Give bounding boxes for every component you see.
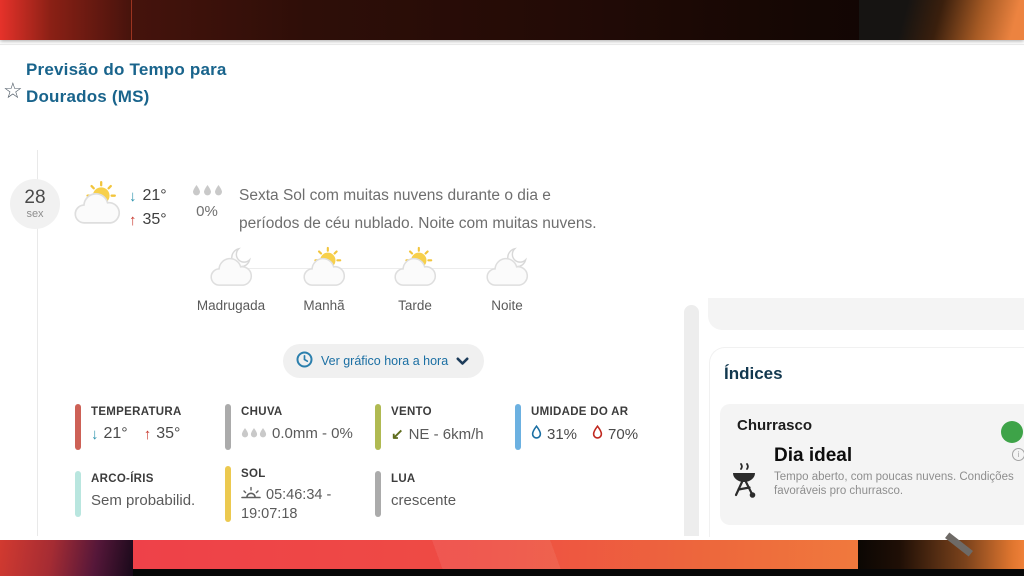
decorative-bottom-black-strip xyxy=(133,569,1024,576)
decorative-bottom-band-right xyxy=(858,540,1024,570)
divider xyxy=(0,44,1024,45)
rain-drops-icon xyxy=(188,185,226,197)
sun-cloud-icon xyxy=(71,180,123,231)
temp-min-arrow-icon: ↓ xyxy=(129,187,137,205)
temp-min-arrow-icon: ↓ xyxy=(91,425,99,443)
period-madrugada: Madrugada xyxy=(185,246,277,313)
humidity-min: 31% xyxy=(547,425,578,443)
sunrise-icon xyxy=(241,485,261,505)
humidity-max: 70% xyxy=(608,425,639,443)
temp-max-arrow-icon: ↑ xyxy=(143,425,152,443)
churrasco-title: Churrasco xyxy=(737,417,813,434)
page-title-line2: Dourados (MS) xyxy=(26,87,150,106)
humidity-max-droplet-icon xyxy=(592,424,603,443)
detail-color-bar xyxy=(225,404,231,450)
churrasco-description: Tempo aberto, com poucas nuvens. Condiçõ… xyxy=(774,470,1014,498)
moon-cloud-icon xyxy=(484,246,530,293)
detail-value: Sem probabilid. xyxy=(91,492,196,509)
decorative-top-band-right xyxy=(859,0,1024,40)
day-description: Sexta Sol com muitas nuvens durante o di… xyxy=(239,182,597,238)
indices-panel: Índices Churrasco Dia ideal i xyxy=(709,347,1024,537)
period-label: Madrugada xyxy=(196,298,266,313)
info-icon[interactable]: i xyxy=(1012,448,1024,461)
detail-label: CHUVA xyxy=(241,406,283,418)
detail-color-bar xyxy=(375,404,381,450)
sun-cloud-icon xyxy=(392,246,438,293)
churrasco-description-line2: favoráveis pro churrasco. xyxy=(774,485,904,497)
detail-label: SOL xyxy=(241,468,266,480)
day-weekday: sex xyxy=(26,208,44,220)
detail-value: 0.0mm - 0% xyxy=(272,425,353,442)
detail-temp-min: 21° xyxy=(103,425,128,442)
detail-umidade: UMIDADE DO AR 31% 70% xyxy=(515,404,638,450)
page-title: Previsão do Tempo para Dourados (MS) xyxy=(26,56,227,110)
period-noite: Noite xyxy=(461,246,553,313)
sun-times-line2: 19:07:18 xyxy=(241,506,298,522)
decorative-top-band xyxy=(0,0,1024,40)
detail-value: NE - 6km/h xyxy=(408,425,484,443)
detail-chuva: CHUVA 0.0mm - 0% xyxy=(225,404,353,450)
detail-lua: LUA crescente xyxy=(375,471,456,517)
detail-sol: SOL 05:46:34 - 19:07:18 xyxy=(225,466,331,524)
detail-color-bar xyxy=(375,471,381,517)
detail-vento: VENTO ↙ NE - 6km/h xyxy=(375,404,484,450)
clock-icon xyxy=(296,351,313,371)
rain-drops-icon xyxy=(241,428,267,439)
detail-temp-max: 35° xyxy=(156,425,181,442)
detail-label: TEMPERATURA xyxy=(91,406,182,418)
page-title-line1: Previsão do Tempo para xyxy=(26,60,227,79)
day-description-line1: Sexta Sol com muitas nuvens durante o di… xyxy=(239,187,551,204)
day-badge: 28 sex xyxy=(10,179,60,229)
chevron-down-icon xyxy=(456,354,469,369)
humidity-min-droplet-icon xyxy=(531,424,542,443)
status-badge xyxy=(1001,421,1023,443)
detail-color-bar xyxy=(515,404,521,450)
hour-chart-button-label: Ver gráfico hora a hora xyxy=(321,354,449,368)
detail-label: LUA xyxy=(391,473,416,485)
period-tarde: Tarde xyxy=(369,246,461,313)
decorative-bottom-band-left xyxy=(0,540,135,576)
moon-cloud-icon xyxy=(208,246,254,293)
decorative-bottom-band-mid xyxy=(133,540,860,570)
detail-arco-iris: ARCO-ÍRIS Sem probabilid. xyxy=(75,471,195,517)
favorite-star-icon[interactable]: ☆ xyxy=(3,78,23,103)
day-description-line2: períodos de céu nublado. Noite com muita… xyxy=(239,215,597,232)
detail-temperatura: TEMPERATURA ↓ 21° ↑ 35° xyxy=(75,404,182,450)
detail-color-bar xyxy=(75,404,81,450)
period-manha: Manhã xyxy=(278,246,370,313)
decorative-line xyxy=(131,0,132,40)
period-label: Manhã xyxy=(303,298,345,313)
churrasco-description-line1: Tempo aberto, com poucas nuvens. Condiçõ… xyxy=(774,471,1014,483)
periods-connector-line xyxy=(245,268,495,269)
wind-direction-arrow-icon: ↙ xyxy=(391,426,404,443)
detail-label: VENTO xyxy=(391,406,432,418)
churrasco-headline: Dia ideal xyxy=(774,445,853,466)
day-temperatures: ↓ 21° ↑ 35° xyxy=(129,184,167,232)
sun-cloud-icon xyxy=(301,246,347,293)
detail-label: UMIDADE DO AR xyxy=(531,406,629,418)
detail-color-bar xyxy=(75,471,81,517)
day-temp-max: 35° xyxy=(142,211,167,228)
detail-label: ARCO-ÍRIS xyxy=(91,473,154,485)
previous-section-edge xyxy=(708,298,1024,330)
day-rain: 0% xyxy=(188,185,226,220)
scrollbar[interactable] xyxy=(684,305,699,536)
day-number: 28 xyxy=(24,187,46,208)
day-temp-min: 21° xyxy=(142,187,167,204)
indices-title: Índices xyxy=(724,364,783,383)
churrasco-index-card: Churrasco Dia ideal i Tempo aberto, com xyxy=(720,404,1024,525)
detail-color-bar xyxy=(225,466,231,522)
detail-value: crescente xyxy=(391,492,457,509)
period-label: Noite xyxy=(491,298,523,313)
sun-times-line1: 05:46:34 - xyxy=(266,486,332,503)
period-label: Tarde xyxy=(398,298,432,313)
barbecue-grill-icon xyxy=(729,463,759,504)
temp-max-arrow-icon: ↑ xyxy=(129,211,137,229)
rain-chance: 0% xyxy=(196,203,218,220)
hour-chart-button[interactable]: Ver gráfico hora a hora xyxy=(283,344,485,378)
day-timeline xyxy=(37,150,38,536)
